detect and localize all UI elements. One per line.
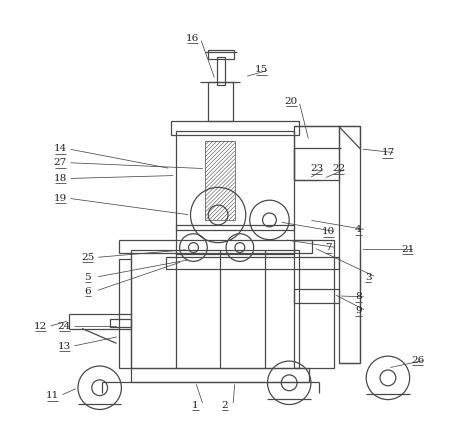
- Bar: [217, 57, 225, 85]
- Bar: [176, 225, 294, 255]
- Text: 27: 27: [54, 158, 67, 167]
- Text: 13: 13: [58, 342, 71, 351]
- Bar: [120, 240, 312, 254]
- Bar: [176, 131, 294, 230]
- Text: 8: 8: [355, 292, 362, 301]
- Text: 26: 26: [411, 356, 424, 365]
- Bar: [294, 289, 338, 303]
- Bar: [294, 126, 338, 181]
- Text: 6: 6: [85, 286, 91, 295]
- Text: 7: 7: [325, 243, 332, 252]
- Text: 5: 5: [85, 273, 91, 282]
- Text: 25: 25: [81, 253, 94, 262]
- Bar: [120, 259, 131, 368]
- Text: 11: 11: [46, 391, 59, 400]
- Text: 17: 17: [382, 148, 394, 157]
- Bar: [109, 319, 131, 326]
- Bar: [208, 50, 234, 59]
- Bar: [131, 368, 309, 382]
- Text: 18: 18: [54, 174, 67, 183]
- Bar: [294, 240, 333, 368]
- Text: 9: 9: [355, 306, 362, 315]
- Text: 10: 10: [322, 227, 335, 236]
- Text: 1: 1: [192, 401, 199, 410]
- Text: 22: 22: [332, 164, 345, 173]
- Text: 23: 23: [310, 164, 323, 173]
- Text: 15: 15: [255, 65, 268, 74]
- Text: 4: 4: [355, 225, 362, 234]
- Text: 19: 19: [54, 194, 67, 203]
- Text: 12: 12: [34, 322, 47, 331]
- Bar: [338, 126, 360, 363]
- Text: 24: 24: [58, 322, 71, 331]
- Bar: [131, 249, 299, 368]
- Text: 16: 16: [186, 34, 199, 43]
- Bar: [166, 258, 338, 269]
- Text: 20: 20: [284, 97, 298, 106]
- Bar: [205, 141, 235, 220]
- Bar: [171, 121, 299, 135]
- Bar: [208, 82, 233, 121]
- Text: 3: 3: [365, 273, 371, 282]
- Text: 21: 21: [401, 245, 414, 254]
- Text: 2: 2: [222, 401, 229, 410]
- Text: 14: 14: [54, 144, 67, 154]
